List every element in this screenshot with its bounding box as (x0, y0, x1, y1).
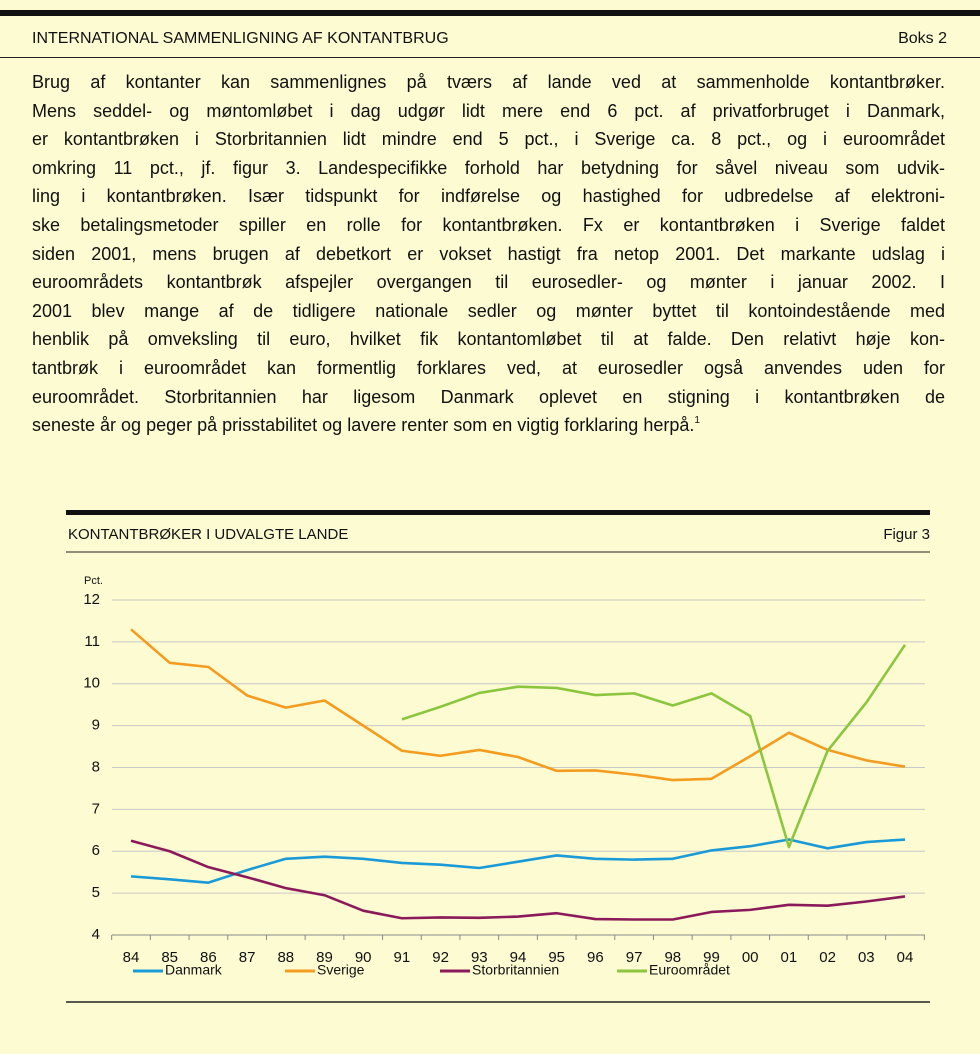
text-line: henblik på omveksling til euro, hvilket … (32, 325, 945, 354)
x-tick-label: 95 (548, 949, 565, 966)
y-tick-label: 11 (84, 633, 100, 650)
x-tick-label: 90 (355, 949, 372, 966)
x-tick-label: 01 (781, 949, 798, 966)
text-line: omkring 11 pct., jf. figur 3. Landespeci… (32, 154, 945, 183)
x-tick-label: 00 (742, 949, 759, 966)
x-tick-label: 84 (123, 949, 140, 966)
series-line (401, 644, 907, 849)
box-title: INTERNATIONAL SAMMENLIGNING AF KONTANTBR… (32, 30, 449, 47)
y-axis-label: Pct. (84, 575, 103, 587)
text-line: ling i kontantbrøken. Især tidspunkt for… (32, 182, 945, 211)
x-tick-label: 94 (510, 949, 527, 966)
text-line: er kontantbrøken i Storbritannien lidt m… (32, 125, 945, 154)
legend-label: Euroområdet (649, 962, 730, 978)
x-tick-label: 86 (200, 949, 217, 966)
chart-top-rule (66, 510, 930, 515)
chart-title: KONTANTBRØKER I UDVALGTE LANDE (68, 526, 348, 543)
text-line-content: euroområdet. Storbritannien har ligesom … (32, 386, 945, 407)
x-tick-label: 97 (626, 949, 643, 966)
text-line-content: tantbrøk i euroområdet kan formentlig fo… (32, 357, 945, 378)
box-label: Boks 2 (898, 30, 947, 47)
x-tick-label: 93 (471, 949, 488, 966)
x-tick-label: 04 (897, 949, 914, 966)
text-line: Mens seddel- og møntomløbet i dag udgør … (32, 97, 945, 126)
x-tick-label: 99 (703, 949, 720, 966)
x-tick-label: 96 (587, 949, 604, 966)
text-line-content: ske betalingsmetoder spiller en rolle fo… (32, 214, 945, 235)
top-rule (0, 10, 980, 16)
x-tick-label: 89 (316, 949, 333, 966)
y-tick-label: 8 (92, 758, 100, 775)
text-line: euroområdets kontantbrøk afspejler overg… (32, 268, 945, 297)
x-tick-label: 92 (432, 949, 449, 966)
text-line-content: Mens seddel- og møntomløbet i dag udgør … (32, 100, 945, 121)
header-rule (0, 57, 980, 58)
text-line: 2001 blev mange af de tidligere national… (32, 297, 945, 326)
x-tick-label: 02 (819, 949, 836, 966)
x-tick-label: 85 (161, 949, 178, 966)
box-header: INTERNATIONAL SAMMENLIGNING AF KONTANTBR… (32, 30, 947, 48)
text-line-content: er kontantbrøken i Storbritannien lidt m… (32, 129, 945, 150)
series-line (130, 628, 906, 782)
paragraph: Brug af kontanter kan sammenlignes på tv… (32, 68, 945, 440)
footnote-ref: 1 (694, 415, 700, 427)
text-line-content: ling i kontantbrøken. Især tidspunkt for… (32, 186, 945, 207)
y-tick-label: 6 (92, 842, 100, 859)
x-tick-label: 03 (858, 949, 875, 966)
y-tick-label: 4 (92, 926, 100, 943)
text-line-content: henblik på omveksling til euro, hvilket … (32, 329, 945, 350)
series-line (130, 838, 906, 884)
text-line: tantbrøk i euroområdet kan formentlig fo… (32, 354, 945, 383)
text-line: Brug af kontanter kan sammenlignes på tv… (32, 68, 945, 97)
text-line: seneste år og peger på prisstabilitet og… (32, 411, 945, 440)
text-line: siden 2001, mens brugen af debetkort er … (32, 240, 945, 269)
text-line-content: euroområdets kontantbrøk afspejler overg… (32, 272, 945, 293)
y-tick-label: 7 (92, 800, 100, 817)
x-tick-label: 88 (277, 949, 294, 966)
y-tick-label: 9 (92, 717, 100, 734)
text-line-content: siden 2001, mens brugen af debetkort er … (32, 243, 945, 264)
text-line-content: seneste år og peger på prisstabilitet og… (32, 415, 695, 436)
text-line: euroområdet. Storbritannien har ligesom … (32, 383, 945, 412)
text-line-content: Brug af kontanter kan sammenlignes på tv… (32, 72, 945, 92)
x-tick-label: 98 (664, 949, 681, 966)
x-tick-label: 91 (394, 949, 411, 966)
chart-label: Figur 3 (883, 526, 930, 543)
legend-label: Danmark (165, 962, 223, 978)
text-line-content: omkring 11 pct., jf. figur 3. Landespeci… (32, 157, 945, 178)
text-line-content: 2001 blev mange af de tidligere national… (32, 300, 945, 321)
y-tick-label: 12 (83, 591, 100, 608)
text-line: ske betalingsmetoder spiller en rolle fo… (32, 211, 945, 240)
series-line (130, 839, 906, 921)
chart: KONTANTBRØKER I UDVALGTE LANDE Figur 3 P… (66, 510, 930, 1003)
legend-label: Storbritannien (472, 962, 559, 978)
y-tick-label: 10 (83, 675, 100, 692)
x-tick-label: 87 (239, 949, 256, 966)
y-tick-label: 5 (92, 884, 100, 901)
legend-label: Sverige (317, 962, 365, 978)
